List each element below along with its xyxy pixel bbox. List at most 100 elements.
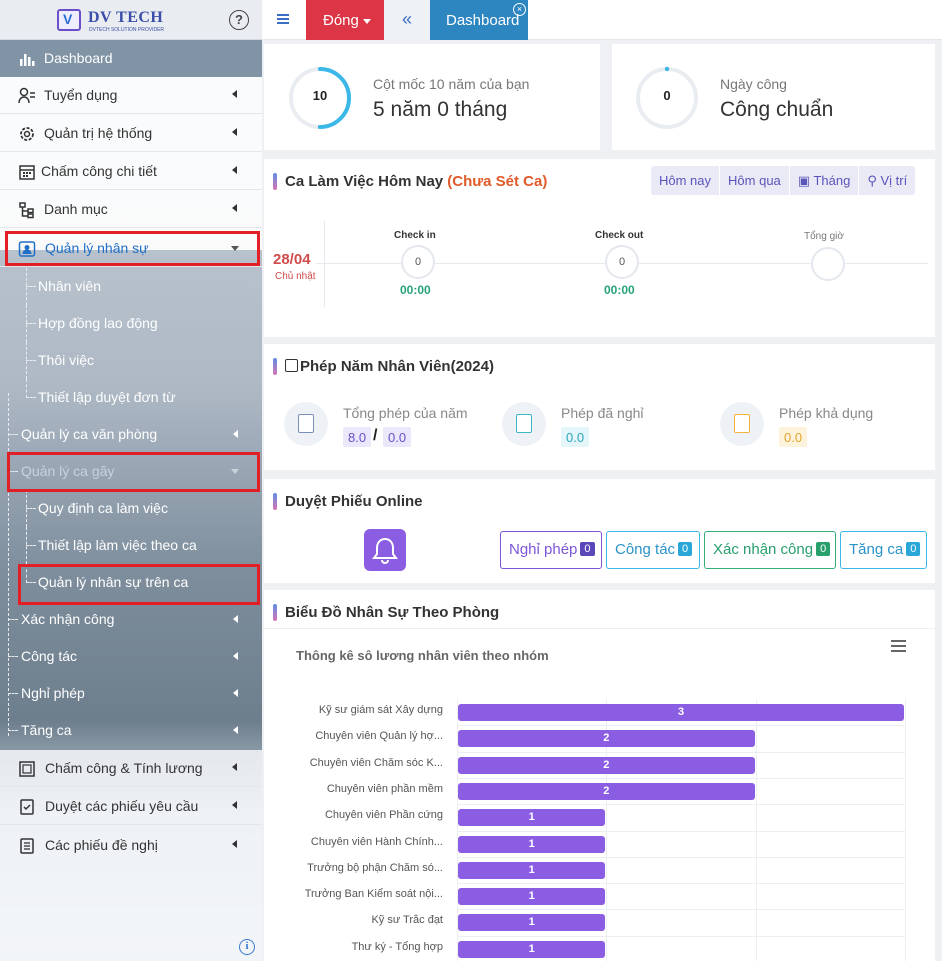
chart-data-label: 1 xyxy=(528,863,535,876)
online-title: Duyệt Phiếu Online xyxy=(273,493,423,510)
sidebar-item-catalog[interactable]: Danh mục xyxy=(0,191,262,228)
chart-bar[interactable]: 1 xyxy=(458,861,606,879)
chart-gridline xyxy=(457,751,905,753)
chart-gridline xyxy=(457,725,905,727)
tab-dashboard[interactable]: Dashboard × xyxy=(430,0,528,40)
id-card-icon xyxy=(18,241,36,257)
info-icon[interactable]: i xyxy=(239,939,255,955)
filter-today-button[interactable]: Hôm nay xyxy=(651,166,721,195)
sidebar-item-office-shift[interactable]: Quản lý ca văn phòng xyxy=(0,416,262,453)
chart-gridline xyxy=(457,856,905,858)
checkout-time: 00:00 xyxy=(604,283,635,297)
shift-card: Ca Làm Việc Hôm Nay (Chưa Sét Ca) Hôm na… xyxy=(264,159,935,337)
sidebar-item-label: Các phiếu đề nghị xyxy=(45,837,158,853)
filter-location-button[interactable]: ⚲ Vị trí xyxy=(859,166,915,195)
leave-available-icon xyxy=(720,402,764,446)
sidebar-item-hr-management[interactable]: Quản lý nhân sự xyxy=(0,230,262,267)
chart-bar[interactable]: 3 xyxy=(458,704,904,721)
business-trip-button[interactable]: Công tác 0 xyxy=(606,531,700,569)
sidebar-item-label: Công tác xyxy=(21,648,78,664)
overtime-button[interactable]: Tăng ca 0 xyxy=(840,531,927,569)
sidebar-item-label: Duyệt các phiếu yêu cầu xyxy=(45,798,199,814)
sidebar-item-approve-requests[interactable]: Duyệt các phiếu yêu cầu xyxy=(0,788,262,825)
sidebar-item-attendance[interactable]: Chấm công chi tiết xyxy=(0,153,262,190)
sidebar-item-payroll[interactable]: Chấm công & Tính lương xyxy=(0,750,262,787)
total-hours-label: Tổng giờ xyxy=(804,231,844,242)
close-icon[interactable]: × xyxy=(513,3,526,16)
sidebar-subitem-approval-setup[interactable]: Thiết lập duyệt đơn từ xyxy=(0,379,262,416)
chart-bar[interactable]: 1 xyxy=(458,914,606,932)
chart-bar[interactable]: 2 xyxy=(458,730,755,748)
chart-data-label: 1 xyxy=(528,837,535,850)
sidebar-item-label: Quản trị hệ thống xyxy=(44,125,153,141)
caret-left-icon xyxy=(233,689,238,697)
sidebar: DV TECH DVTECH SOLUTION PROVIDER ? Dashb… xyxy=(0,0,262,961)
chart-bar[interactable]: 1 xyxy=(458,835,606,853)
chart-bar[interactable]: 1 xyxy=(458,888,606,906)
chart-data-label: 1 xyxy=(528,916,535,929)
sidebar-subitem-label: Quản lý nhân sự trên ca xyxy=(38,574,189,590)
milestone-progress-ring xyxy=(289,67,351,129)
milestone-card: 10 Cột mốc 10 năm của bạn 5 năm 0 tháng xyxy=(264,44,600,150)
milestone-ring-value: 10 xyxy=(312,88,328,103)
chart-bar[interactable]: 2 xyxy=(458,782,755,800)
business-trip-label: Công tác xyxy=(615,541,676,558)
question-circle-icon[interactable]: ? xyxy=(229,10,249,30)
caret-left-icon xyxy=(232,763,237,771)
sidebar-item-label: Quản lý nhân sự xyxy=(45,240,149,256)
menu-icon[interactable] xyxy=(277,14,289,24)
sidebar-subitem-labor-contract[interactable]: Hợp đồng lao động xyxy=(0,305,262,342)
chart-bar[interactable]: 1 xyxy=(458,940,606,958)
work-confirm-button[interactable]: Xác nhận công 0 xyxy=(704,531,836,569)
tree-icon xyxy=(19,202,34,219)
bell-icon[interactable] xyxy=(364,529,406,571)
highlight-box xyxy=(18,564,260,605)
sidebar-subitem-employees[interactable]: Nhân viên xyxy=(0,268,262,305)
sidebar-item-split-shift[interactable]: Quản lý ca gãy xyxy=(0,453,262,490)
sidebar-item-leave[interactable]: Nghỉ phép xyxy=(0,675,262,712)
chart-bar[interactable]: 1 xyxy=(458,809,606,827)
chart-category-label: Thư ký - Tổng hợp xyxy=(351,940,443,953)
filter-yesterday-button[interactable]: Hôm qua xyxy=(720,166,790,195)
chart-section-title: Biểu Đồ Nhân Sự Theo Phòng xyxy=(273,604,499,621)
sidebar-item-label: Tăng ca xyxy=(21,722,72,738)
sidebar-item-label: Quản lý ca gãy xyxy=(21,463,115,479)
sidebar-item-dashboard[interactable]: Dashboard xyxy=(0,40,262,77)
leave-available-badge: 0.0 xyxy=(779,427,808,447)
online-approval-card: Duyệt Phiếu Online Nghỉ phép 0 Công tác 0 … xyxy=(264,479,935,583)
sidebar-item-work-confirm[interactable]: Xác nhận công xyxy=(0,601,262,638)
bar-chart: Kỹ sư giám sát Xây dựng 3 Chuyên viên Quản… xyxy=(264,590,935,961)
chart-data-label: 3 xyxy=(677,706,685,718)
checkin-label: Check in xyxy=(394,230,436,241)
leave-total-label: Tổng phép của năm xyxy=(343,405,468,421)
business-trip-count: 0 xyxy=(678,542,693,556)
gear-icon xyxy=(20,127,34,141)
hr-chart-card: Biểu Đồ Nhân Sự Theo Phòng Thông kê sô l… xyxy=(264,590,935,961)
close-menu-button[interactable]: Đóng xyxy=(306,0,384,40)
sidebar-item-system-admin[interactable]: Quản trị hệ thống xyxy=(0,115,262,152)
sidebar-subitem-shift-setup[interactable]: Thiết lập làm việc theo ca xyxy=(0,527,262,564)
overtime-label: Tăng ca xyxy=(849,541,904,558)
sidebar-item-proposals[interactable]: Các phiếu đề nghị xyxy=(0,827,262,864)
sidebar-item-business-trip[interactable]: Công tác xyxy=(0,638,262,675)
sidebar-subitem-shift-rules[interactable]: Quy định ca làm việc xyxy=(0,490,262,527)
sidebar-subitem-resignation[interactable]: Thôi việc xyxy=(0,342,262,379)
chart-gridline xyxy=(457,935,905,937)
leave-request-button[interactable]: Nghỉ phép 0 xyxy=(500,531,602,569)
sidebar-item-label: Chấm công chi tiết xyxy=(41,163,157,179)
sidebar-subitem-shift-staff[interactable]: Quản lý nhân sự trên ca xyxy=(0,564,262,601)
chart-bar[interactable]: 2 xyxy=(458,756,755,774)
caret-left-icon xyxy=(232,90,237,98)
chart-category-label: Trưởng bộ phận Chăm só... xyxy=(307,861,443,874)
logo-icon xyxy=(57,9,81,31)
checkin-count: 0 xyxy=(401,245,435,279)
sidebar-item-overtime[interactable]: Tăng ca xyxy=(0,712,262,749)
checkin-time: 00:00 xyxy=(400,283,431,297)
workday-label: Ngày công xyxy=(720,76,787,92)
sidebar-item-recruitment[interactable]: Tuyển dụng xyxy=(0,77,262,114)
chart-data-label: 2 xyxy=(603,758,610,771)
total-hours-circle xyxy=(811,247,845,281)
double-chevron-left-icon[interactable]: « xyxy=(384,0,430,40)
filter-month-button[interactable]: ▣ Tháng xyxy=(790,166,860,195)
hamburger-menu-icon[interactable] xyxy=(891,640,906,655)
